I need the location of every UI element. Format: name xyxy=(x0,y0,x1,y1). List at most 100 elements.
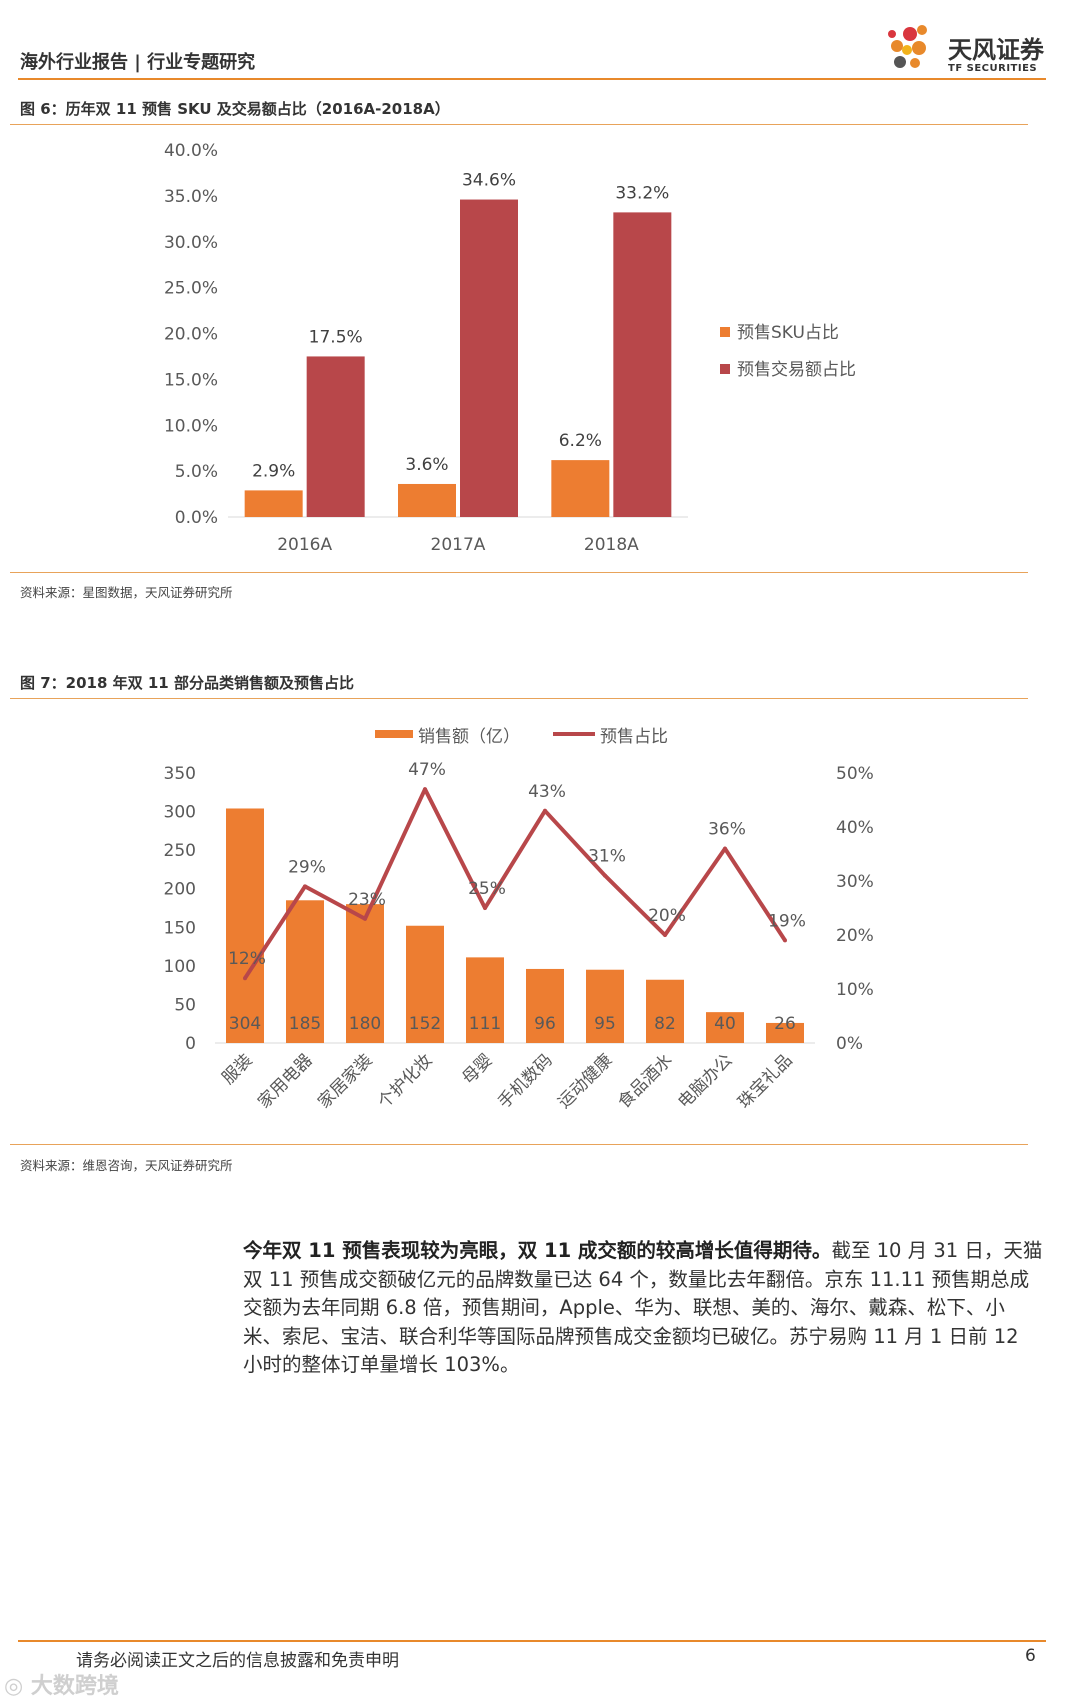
line-data-label: 36% xyxy=(708,820,746,840)
bar-data-label: 152 xyxy=(409,1014,441,1034)
figure7-chart: 0 50 100 150 200 250 300 350 0% 10% 20% 30% 40% 50% 30… xyxy=(164,727,874,1113)
legend-swatch xyxy=(720,327,730,337)
line-point xyxy=(243,976,247,981)
data-label: 33.2% xyxy=(615,183,669,203)
line-data-label: 23% xyxy=(348,890,386,910)
figure7-source: 资料来源：维恩咨询，天风证券研究所 xyxy=(20,1158,233,1173)
line-data-label: 47% xyxy=(408,760,446,780)
y-left-tick-label: 50 xyxy=(174,995,196,1015)
bar xyxy=(551,460,610,517)
y-right-tick-label: 30% xyxy=(836,872,874,892)
line-data-label: 20% xyxy=(648,906,686,926)
y-tick-label: 10.0% xyxy=(164,416,218,436)
tf-securities-logo xyxy=(888,25,927,68)
bar xyxy=(646,979,684,1043)
y-tick-label: 35.0% xyxy=(164,187,218,207)
bar xyxy=(586,969,624,1043)
footer-disclaimer: 请务必阅读正文之后的信息披露和免责申明 xyxy=(76,1651,399,1671)
y-right-tick-label: 40% xyxy=(836,818,874,838)
bar xyxy=(244,490,303,517)
y-tick-label: 20.0% xyxy=(164,325,218,345)
x-tick-label: 服装 xyxy=(218,1050,256,1088)
x-tick-label: 2018A xyxy=(584,535,639,555)
x-tick-label: 家用电器 xyxy=(254,1050,316,1112)
y-tick-label: 5.0% xyxy=(175,462,218,482)
figure6-top-rule xyxy=(10,124,1028,125)
legend-label: 预售SKU占比 xyxy=(737,323,839,343)
line-series-path xyxy=(243,787,787,980)
data-label: 17.5% xyxy=(309,327,363,347)
line-point xyxy=(663,933,667,937)
figure7-bottom-rule xyxy=(10,1144,1028,1145)
data-label: 6.2% xyxy=(559,431,602,451)
bar xyxy=(306,356,365,517)
y-right-tick-label: 50% xyxy=(836,764,874,784)
figure6-bottom-rule xyxy=(10,572,1028,573)
y-left-tick-label: 100 xyxy=(164,957,196,977)
x-tick-label: 食品酒水 xyxy=(614,1050,676,1112)
line-data-label: 29% xyxy=(288,857,326,877)
bar-data-label: 26 xyxy=(774,1014,796,1034)
bar xyxy=(398,483,456,517)
line-point xyxy=(303,884,307,889)
bar-data-label: 185 xyxy=(289,1014,321,1034)
paragraph-lead: 今年双 11 预售表现较为亮眼，双 11 成交额的较高增长值得期待。 xyxy=(243,1239,832,1262)
data-label: 34.6% xyxy=(462,171,516,191)
x-tick-label: 母婴 xyxy=(458,1050,496,1088)
y-left-tick-label: 250 xyxy=(164,841,196,861)
header-divider xyxy=(18,78,1046,80)
y-right-tick-label: 0% xyxy=(836,1034,863,1054)
bar xyxy=(460,199,518,518)
body-paragraph: 今年双 11 预售表现较为亮眼，双 11 成交额的较高增长值得期待。截至 10 … xyxy=(243,1237,1043,1380)
y-tick-label: 25.0% xyxy=(164,279,218,299)
legend-label-bar: 销售额（亿） xyxy=(418,727,520,747)
line-data-label: 19% xyxy=(768,911,806,931)
y-left-tick-label: 0 xyxy=(185,1034,196,1054)
y-left-tick-label: 200 xyxy=(164,880,196,900)
line-point xyxy=(723,846,727,851)
bar xyxy=(766,1022,804,1043)
figure7-top-rule xyxy=(10,698,1028,699)
figure6-source: 资料来源：星图数据，天风证券研究所 xyxy=(20,585,233,600)
y-tick-label: 40.0% xyxy=(164,141,218,161)
footer-divider xyxy=(18,1640,1046,1642)
data-label: 2.9% xyxy=(252,461,295,481)
line-point xyxy=(603,873,607,878)
bar xyxy=(286,900,324,1043)
line-data-label: 31% xyxy=(588,847,626,867)
legend-swatch xyxy=(720,364,730,374)
x-tick-label: 珠宝礼品 xyxy=(734,1050,796,1112)
x-tick-label: 2017A xyxy=(431,535,486,555)
line-data-label: 25% xyxy=(468,879,506,899)
bar xyxy=(406,925,444,1043)
line-point xyxy=(483,906,487,910)
legend-swatch-bar xyxy=(375,730,413,738)
logo-chinese-name: 天风证券 xyxy=(948,36,1044,64)
watermark: ◎ 大数跨境 xyxy=(4,1674,119,1699)
data-label: 3.6% xyxy=(405,455,448,475)
y-tick-label: 30.0% xyxy=(164,233,218,253)
bar-data-label: 111 xyxy=(469,1014,501,1034)
x-tick-label: 电脑办公 xyxy=(674,1050,736,1112)
x-tick-label: 家居家装 xyxy=(314,1050,376,1112)
x-tick-label: 个护化妆 xyxy=(374,1050,436,1112)
bar-data-label: 180 xyxy=(349,1014,381,1034)
report-header-title: 海外行业报告 | 行业专题研究 xyxy=(20,52,256,73)
line-point xyxy=(783,938,787,943)
bar xyxy=(346,904,384,1043)
figure7-title: 图 7：2018 年双 11 部分品类销售额及预售占比 xyxy=(20,674,354,692)
logo-english-name: TF SECURITIES xyxy=(948,63,1038,74)
line-point xyxy=(423,787,427,792)
bar xyxy=(466,957,504,1043)
line-point xyxy=(363,916,367,921)
y-left-tick-label: 150 xyxy=(164,918,196,938)
figure6-title: 图 6：历年双 11 预售 SKU 及交易额占比（2016A-2018A） xyxy=(20,100,450,118)
page-number: 6 xyxy=(1025,1646,1036,1666)
y-tick-label: 0.0% xyxy=(175,508,218,528)
x-tick-label: 2016A xyxy=(277,535,332,555)
bar xyxy=(706,1012,744,1043)
y-left-tick-label: 350 xyxy=(164,764,196,784)
watermark-text: 大数跨境 xyxy=(30,1674,119,1699)
bar-data-label: 82 xyxy=(654,1014,676,1034)
line-point xyxy=(543,808,547,813)
